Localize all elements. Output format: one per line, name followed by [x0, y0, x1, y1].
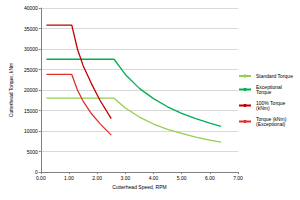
svg-text:1.00: 1.00	[64, 175, 74, 181]
svg-text:(kNm): (kNm)	[256, 105, 270, 111]
svg-text:Exceptional: Exceptional	[256, 84, 284, 90]
svg-text:5000: 5000	[27, 149, 38, 155]
svg-text:Standard Torque: Standard Torque	[256, 73, 293, 79]
svg-text:4.00: 4.00	[149, 175, 159, 181]
svg-text:Cutterhead Torque, kNm: Cutterhead Torque, kNm	[8, 63, 14, 117]
svg-text:30000: 30000	[24, 46, 38, 52]
svg-text:0.00: 0.00	[36, 175, 46, 181]
svg-text:100% Torque: 100% Torque	[256, 100, 287, 106]
svg-text:25000: 25000	[24, 67, 38, 73]
svg-text:6.00: 6.00	[205, 175, 215, 181]
svg-text:20000: 20000	[24, 87, 38, 93]
svg-text:(Exceptional): (Exceptional)	[256, 121, 286, 127]
svg-text:Torque: Torque	[256, 89, 272, 95]
svg-text:0: 0	[35, 169, 38, 175]
svg-text:2.00: 2.00	[92, 175, 102, 181]
svg-text:35000: 35000	[24, 26, 38, 32]
svg-text:Torque (kNm): Torque (kNm)	[256, 116, 288, 122]
svg-text:Cutterhead Speed, RPM: Cutterhead Speed, RPM	[112, 184, 166, 190]
svg-text:7.00: 7.00	[233, 175, 243, 181]
svg-text:5.00: 5.00	[177, 175, 187, 181]
svg-text:3.00: 3.00	[120, 175, 130, 181]
svg-text:40000: 40000	[24, 5, 38, 11]
svg-text:15000: 15000	[24, 108, 38, 114]
svg-text:10000: 10000	[24, 128, 38, 134]
